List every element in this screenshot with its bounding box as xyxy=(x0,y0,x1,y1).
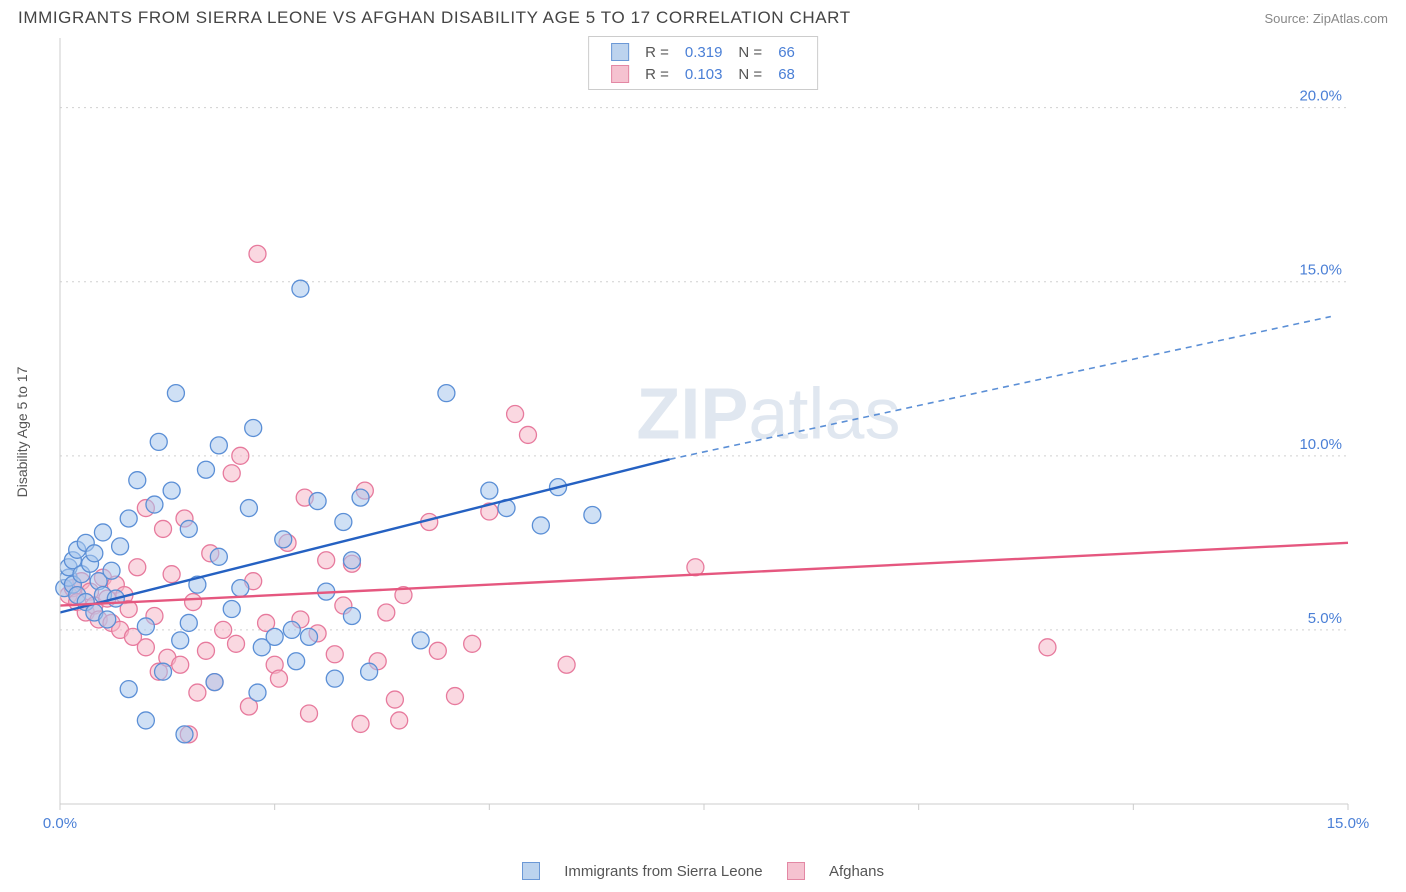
swatch-blue-icon xyxy=(522,862,540,880)
legend-label-sierra-leone: Immigrants from Sierra Leone xyxy=(564,863,762,880)
svg-text:20.0%: 20.0% xyxy=(1299,88,1342,105)
legend-label-afghan: Afghans xyxy=(829,863,884,880)
swatch-blue-icon xyxy=(611,43,629,61)
source-label: Source: ZipAtlas.com xyxy=(1264,11,1388,26)
y-axis-label: Disability Age 5 to 17 xyxy=(14,332,30,532)
chart-title: IMMIGRANTS FROM SIERRA LEONE VS AFGHAN D… xyxy=(18,8,851,28)
stats-row-sierra-leone: R =0.319 N =66 xyxy=(603,41,803,63)
svg-text:0.0%: 0.0% xyxy=(43,815,77,832)
svg-text:5.0%: 5.0% xyxy=(1308,610,1342,627)
svg-text:15.0%: 15.0% xyxy=(1299,262,1342,279)
stats-legend: R =0.319 N =66 R =0.103 N =68 xyxy=(588,36,818,90)
svg-text:ZIPatlas: ZIPatlas xyxy=(636,374,900,454)
stats-row-afghan: R =0.103 N =68 xyxy=(603,63,803,85)
swatch-pink-icon xyxy=(611,65,629,83)
series-legend: Immigrants from Sierra Leone Afghans xyxy=(0,862,1406,880)
svg-text:10.0%: 10.0% xyxy=(1299,436,1342,453)
svg-text:15.0%: 15.0% xyxy=(1327,815,1370,832)
correlation-scatter-chart: 5.0% 10.0% 15.0% 20.0% ZIPatlas 0.0% 15.0% xyxy=(18,32,1388,832)
swatch-pink-icon xyxy=(787,862,805,880)
